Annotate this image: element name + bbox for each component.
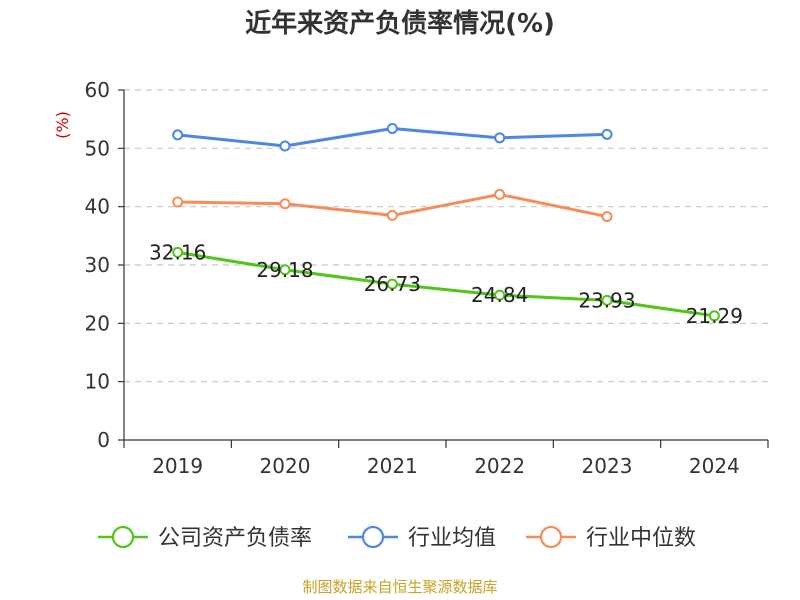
y-axis-unit: (%)	[53, 111, 72, 139]
data-point[interactable]	[601, 294, 613, 306]
y-tick-label: 50	[85, 136, 110, 160]
y-tick-label: 10	[85, 370, 110, 394]
legend-label: 行业中位数	[586, 526, 696, 551]
series-layer	[172, 123, 720, 322]
data-point[interactable]	[279, 140, 291, 152]
y-tick-label: 20	[85, 311, 110, 335]
data-point[interactable]	[386, 209, 398, 221]
data-point[interactable]	[601, 211, 613, 223]
legend-marker	[111, 525, 135, 549]
data-point[interactable]	[279, 198, 291, 210]
legend-label: 公司资产负债率	[158, 526, 312, 551]
series-line	[177, 250, 715, 318]
source-note: 制图数据来自恒生聚源数据库	[302, 578, 497, 596]
y-tick-label: 30	[85, 253, 110, 277]
data-label: 26.73	[364, 272, 421, 296]
x-tick-label: 2021	[367, 454, 418, 478]
data-point[interactable]	[708, 310, 720, 322]
legend-label: 行业均值	[408, 526, 496, 551]
data-point[interactable]	[386, 123, 398, 134]
y-tick-label: 60	[85, 78, 110, 102]
data-point[interactable]	[601, 128, 613, 140]
y-tick-label: 0	[97, 428, 110, 452]
x-tick-label: 2023	[582, 454, 633, 478]
data-label: 32.16	[149, 240, 206, 264]
data-point[interactable]	[172, 129, 184, 141]
data-label: 29.18	[256, 258, 313, 282]
data-point[interactable]	[494, 289, 506, 301]
data-label: 24.84	[471, 283, 528, 307]
data-labels: 32.16 29.18 26.73 24.84 23.93 21.29	[149, 240, 743, 327]
legend-item[interactable]: 公司资产负债率	[98, 525, 312, 551]
data-point[interactable]	[494, 188, 506, 200]
data-label: 23.93	[578, 288, 635, 312]
data-point[interactable]	[172, 246, 184, 258]
x-tick-label: 2019	[152, 454, 203, 478]
data-point[interactable]	[386, 278, 398, 290]
chart-title: 近年来资产负债率情况(%)	[245, 8, 555, 39]
x-tick-label: 2020	[260, 454, 311, 478]
data-point[interactable]	[172, 196, 184, 208]
data-point[interactable]	[279, 264, 291, 276]
y-tick-label: 40	[85, 195, 110, 219]
gridlines	[124, 89, 768, 383]
axes: 0 10 20 30 40 50 60 2019 2020 2021 2022 2023 2024	[85, 78, 769, 478]
legend-marker	[361, 525, 385, 549]
data-point[interactable]	[494, 132, 506, 144]
legend-marker	[539, 525, 563, 549]
legend-item[interactable]: 行业均值	[348, 525, 496, 551]
legend-item[interactable]: 行业中位数	[526, 525, 696, 551]
data-label: 21.29	[686, 304, 743, 328]
x-tick-label: 2022	[474, 454, 525, 478]
x-tick-label: 2024	[689, 454, 740, 478]
legend: 公司资产负债率 行业均值 行业中位数	[98, 525, 696, 551]
